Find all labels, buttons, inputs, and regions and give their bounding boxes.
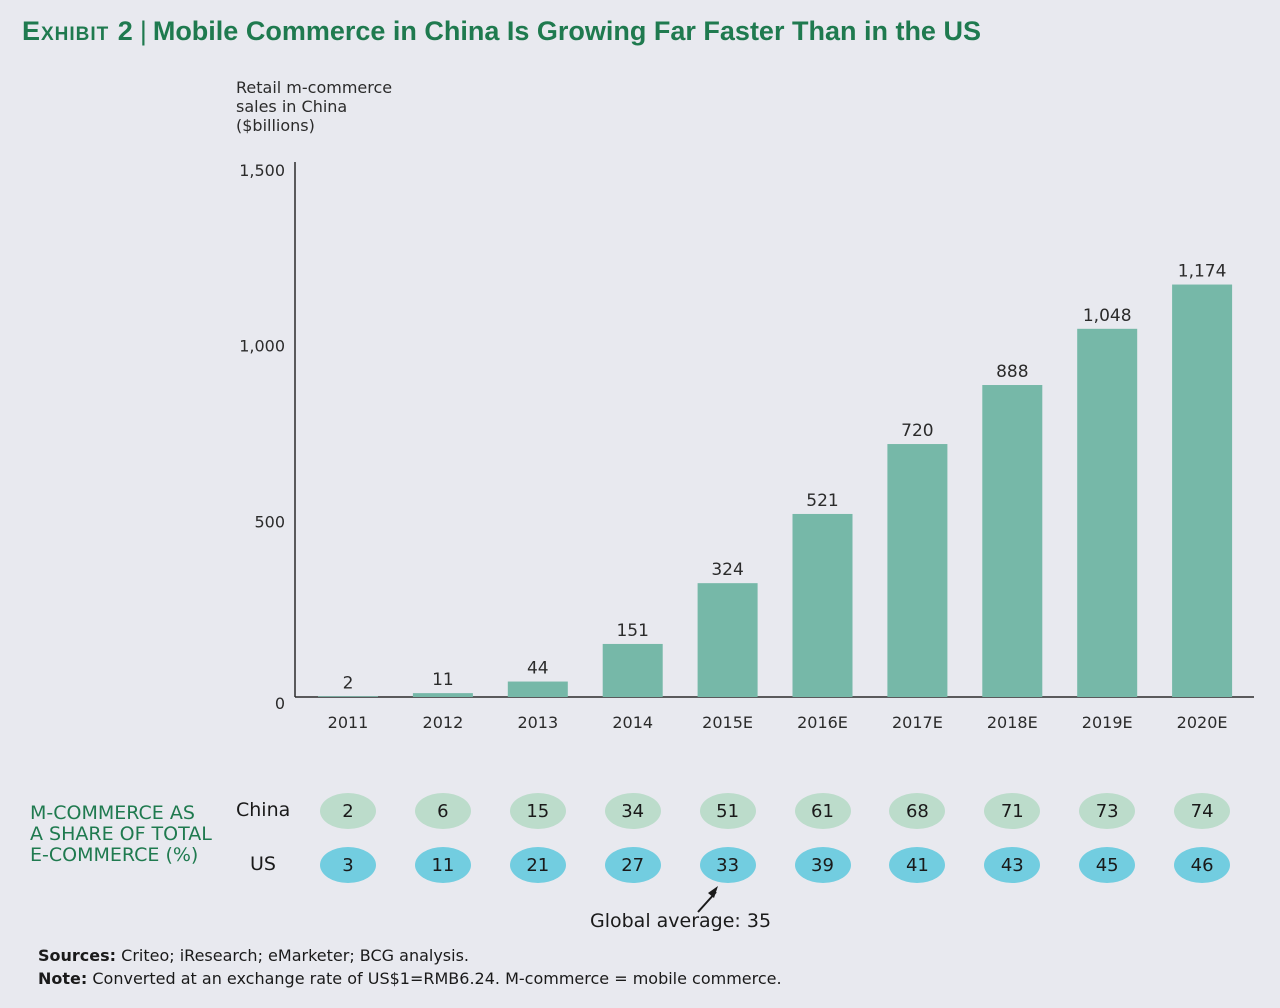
us-share-pill: 11 (414, 847, 471, 883)
x-tick-label: 2018E (987, 713, 1038, 732)
bar-value-label: 2 (343, 673, 354, 693)
x-tick-label: 2015E (702, 713, 753, 732)
china-share-pill: 61 (794, 793, 851, 829)
bar-2017E (887, 444, 948, 697)
bar-2019E (1077, 328, 1138, 697)
y-axis-title: Retail m-commerce sales in China ($billi… (236, 78, 393, 135)
sources-line: Sources: Criteo; iResearch; eMarketer; B… (38, 946, 469, 965)
bar-2016E (792, 513, 853, 697)
chart-bars (318, 284, 1233, 697)
y-tick-label: 1,500 (239, 161, 285, 180)
bar-value-label: 1,048 (1083, 306, 1132, 326)
us-share-pill: 41 (889, 847, 946, 883)
us-share-pill: 27 (604, 847, 661, 883)
china-share-pill: 6 (414, 793, 471, 829)
sources-label: Sources: (38, 946, 117, 965)
us-share-pill: 46 (1174, 847, 1231, 883)
exhibit-number: Exhibit 2 (22, 16, 134, 46)
x-tick-label: 2020E (1177, 713, 1228, 732)
bar-2015E (697, 583, 758, 697)
bar-value-label: 1,174 (1178, 262, 1227, 282)
china-share-pill: 74 (1174, 793, 1231, 829)
note-label: Note: (38, 969, 88, 988)
sources-text: Criteo; iResearch; eMarketer; BCG analys… (121, 946, 470, 965)
y-tick-label: 1,000 (239, 337, 285, 356)
bar-value-label: 151 (616, 621, 648, 641)
bar-value-label: 324 (711, 560, 743, 580)
china-share-pill: 15 (509, 793, 566, 829)
chart-labels: 2 2011 11 2012 44 2013 151 2014 324 2015E 521 2016E… (328, 262, 1228, 732)
bar-2011 (318, 696, 378, 697)
bar-2020E (1172, 284, 1233, 697)
us-share-pill: 43 (984, 847, 1041, 883)
y-tick-label: 500 (254, 512, 285, 531)
us-share-pill: 21 (509, 847, 566, 883)
bar-2012 (412, 693, 473, 697)
china-share-pill: 68 (889, 793, 946, 829)
bar-value-label: 44 (527, 659, 549, 679)
bar-value-label: 720 (901, 421, 933, 441)
bar-value-label: 521 (806, 491, 838, 511)
note-text: Converted at an exchange rate of US$1=RM… (92, 969, 782, 988)
y-tick-label: 0 (275, 694, 285, 713)
china-share-pill: 73 (1079, 793, 1136, 829)
us-row-label: US (250, 853, 276, 875)
x-tick-label: 2012 (423, 713, 464, 732)
global-average-note: Global average: 35 (590, 910, 772, 932)
x-tick-label: 2019E (1082, 713, 1133, 732)
x-tick-label: 2014 (612, 713, 653, 732)
china-share-pill: 51 (699, 793, 756, 829)
bar-value-label: 11 (432, 670, 454, 690)
bar-2018E (982, 385, 1043, 697)
x-tick-label: 2016E (797, 713, 848, 732)
us-share-pill: 39 (794, 847, 851, 883)
bar-2013 (507, 681, 568, 697)
x-tick-label: 2011 (328, 713, 369, 732)
title-separator: | (139, 16, 147, 46)
share-table-label: M-COMMERCE AS A SHARE OF TOTAL E-COMMERC… (30, 802, 212, 866)
note-line: Note: Converted at an exchange rate of U… (38, 969, 782, 988)
x-tick-label: 2017E (892, 713, 943, 732)
x-tick-label: 2013 (517, 713, 558, 732)
china-share-pill: 2 (320, 793, 376, 829)
us-share-pill: 45 (1079, 847, 1136, 883)
exhibit-title: Exhibit 2 | Mobile Commerce in China Is Gr… (22, 16, 981, 47)
china-share-pill: 71 (984, 793, 1041, 829)
title-text: Mobile Commerce in China Is Growing Far … (152, 16, 981, 46)
bar-chart: 0 500 1,000 1,500 2 2011 11 2012 44 2013 151 2014 3… (239, 161, 1254, 732)
us-share-pill: 3 (320, 847, 376, 883)
bar-2014 (602, 643, 663, 697)
us-share-pill: 33 (699, 847, 756, 883)
china-share-pill: 34 (604, 793, 661, 829)
china-row-label: China (236, 799, 291, 821)
bar-value-label: 888 (996, 362, 1028, 382)
